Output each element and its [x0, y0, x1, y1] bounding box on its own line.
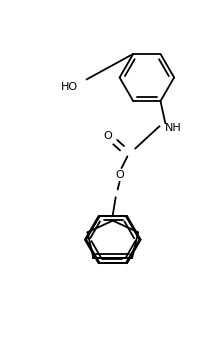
Text: NH: NH	[165, 123, 181, 133]
Text: HO: HO	[60, 82, 77, 92]
Text: O: O	[104, 131, 112, 141]
Text: O: O	[115, 170, 124, 180]
